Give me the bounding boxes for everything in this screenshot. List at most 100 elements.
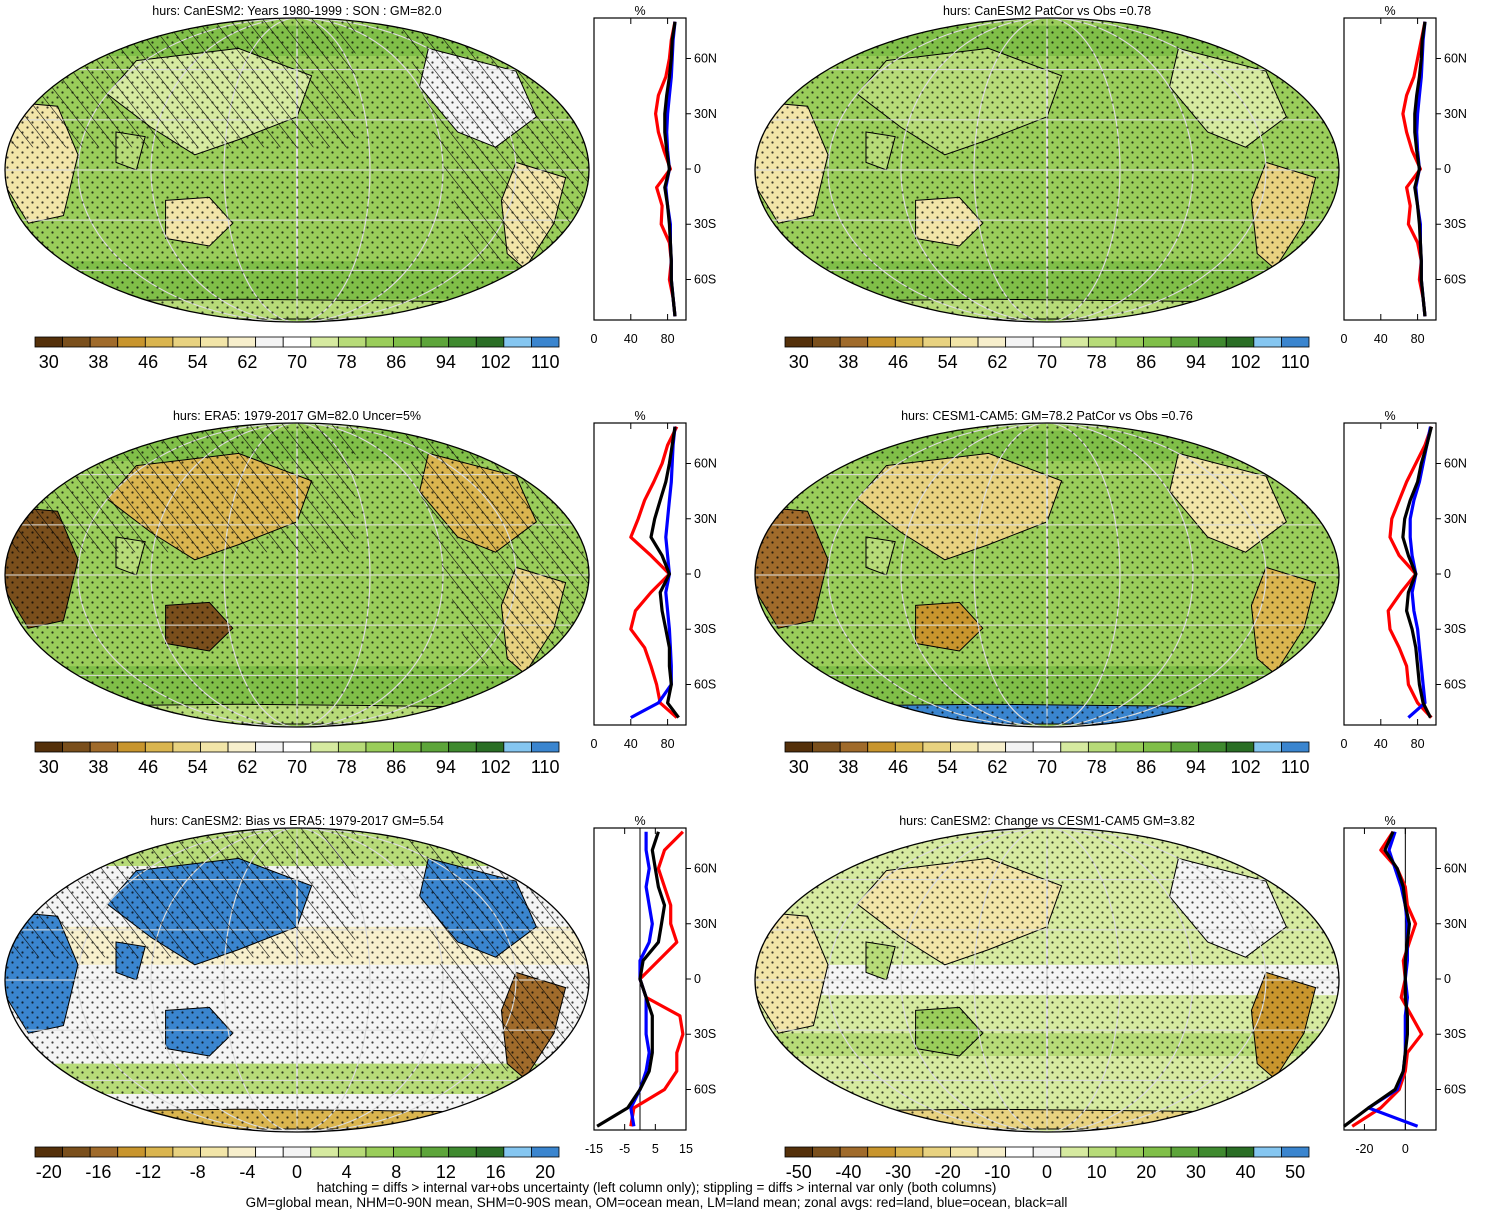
colorbar-swatch: [365, 336, 394, 348]
colorbar-swatch: [227, 741, 257, 753]
colorbar-swatch: [1005, 741, 1034, 753]
lat-label: 30N: [694, 917, 717, 931]
zonal-all-line: [663, 21, 677, 317]
footer: hatching = diffs > internal var+obs unce…: [0, 1180, 1485, 1210]
colorbar-label: 110: [1281, 757, 1310, 777]
zonal-frame: [1343, 827, 1437, 1131]
colorbar-swatch: [282, 336, 312, 348]
lat-label: 60N: [1444, 457, 1467, 471]
colorbar-label: 102: [481, 352, 511, 372]
colorbar-swatch: [117, 741, 146, 753]
zonal-all-line: [649, 426, 680, 719]
colorbar-swatch: [1087, 336, 1117, 348]
x-tick-label: 80: [661, 332, 675, 346]
colorbar-label: 40: [1236, 1162, 1256, 1182]
colorbar-label: 8: [391, 1162, 401, 1182]
colorbar-swatch: [420, 741, 450, 753]
colorbar-swatch: [1225, 336, 1255, 348]
colorbar-swatch: [784, 741, 813, 753]
colorbar-swatch: [1087, 1146, 1117, 1158]
colorbar-swatch: [1115, 336, 1144, 348]
colorbar-swatch: [839, 741, 869, 753]
stippling: [755, 18, 1339, 322]
colorbar-label: -4: [239, 1162, 255, 1182]
colorbar-label: 30: [1186, 1162, 1206, 1182]
x-tick-label: 40: [1374, 737, 1388, 751]
colorbar-swatch: [531, 741, 560, 753]
colorbar-swatch: [950, 336, 979, 348]
colorbar-swatch: [1032, 741, 1062, 753]
x-tick-label: 0: [591, 332, 598, 346]
colorbar-swatch: [1253, 741, 1282, 753]
x-tick-label: 0: [591, 737, 598, 751]
lat-label: 0: [694, 162, 701, 176]
colorbar-swatch: [393, 336, 422, 348]
colorbar-label: 30: [39, 352, 59, 372]
zonal-unit-label: %: [1384, 409, 1395, 423]
lat-label: 30S: [694, 217, 716, 231]
colorbar-swatch: [922, 741, 951, 753]
colorbar-swatch: [1032, 336, 1062, 348]
colorbar-label: -20: [36, 1162, 62, 1182]
colorbar-swatch: [117, 1146, 146, 1158]
colorbar-label: 70: [287, 757, 307, 777]
colorbar-swatch: [393, 1146, 422, 1158]
colorbar-swatch: [922, 1146, 951, 1158]
zonal-unit-label: %: [634, 814, 645, 828]
x-tick-label: 40: [1374, 332, 1388, 346]
colorbar-swatch: [365, 741, 394, 753]
colorbar-label: 12: [436, 1162, 456, 1182]
colorbar-label: 86: [1136, 352, 1156, 372]
lat-label: 30N: [1444, 512, 1467, 526]
colorbar-swatch: [503, 1146, 532, 1158]
colorbar-label: 94: [436, 757, 456, 777]
map-title: hurs: ERA5: 1979-2017 GM=82.0 Uncer=5%: [173, 409, 421, 423]
map-outline: [4, 17, 590, 323]
colorbar-swatch: [310, 741, 339, 753]
colorbar-label: -12: [135, 1162, 161, 1182]
colorbar-label: 54: [938, 757, 958, 777]
colorbar-swatch: [475, 336, 505, 348]
colorbar: 30 38 46 54 62 70 78 86 94 102 110: [34, 741, 560, 777]
colorbar-label: 70: [1037, 352, 1057, 372]
colorbar-label: 46: [888, 757, 908, 777]
colorbar-swatch: [977, 336, 1007, 348]
lat-label: 60N: [694, 52, 717, 66]
panel-3: hurs: ERA5: 1979-2017 GM=82.0 Uncer=5% 30…: [4, 409, 717, 777]
lat-label: 60S: [694, 272, 716, 286]
colorbar-swatch: [812, 741, 841, 753]
colorbar-label: 62: [237, 757, 257, 777]
colorbar-swatch: [922, 336, 951, 348]
colorbar-swatch: [475, 741, 505, 753]
colorbar-label: 78: [1087, 757, 1107, 777]
colorbar-swatch: [1170, 1146, 1200, 1158]
colorbar-swatch: [34, 741, 63, 753]
colorbar-swatch: [34, 336, 63, 348]
colorbar-label: 70: [287, 352, 307, 372]
colorbar-swatch: [62, 741, 91, 753]
zonal-mean-plot: % 60N 30N 0 30S 60S -20 0: [1343, 814, 1467, 1156]
colorbar-swatch: [1143, 336, 1172, 348]
colorbar-label: 110: [1281, 352, 1310, 372]
colorbar-swatch: [62, 336, 91, 348]
colorbar-swatch: [894, 336, 924, 348]
colorbar-label: -8: [190, 1162, 206, 1182]
x-tick-label: 80: [1411, 737, 1425, 751]
colorbar-swatch: [784, 1146, 813, 1158]
colorbar-label: 4: [342, 1162, 352, 1182]
lat-label: 60N: [1444, 862, 1467, 876]
colorbar-label: 46: [888, 352, 908, 372]
colorbar-swatch: [393, 741, 422, 753]
map-field: [5, 423, 589, 727]
x-tick-label: 15: [679, 1142, 693, 1156]
colorbar-swatch: [812, 336, 841, 348]
colorbar-swatch: [172, 741, 201, 753]
zonal-mean-plot: % 60N 30N 0 30S 60S 0 40 80: [1341, 409, 1467, 751]
colorbar-label: -16: [85, 1162, 111, 1182]
colorbar-label: 86: [386, 352, 406, 372]
colorbar-label: 62: [987, 757, 1007, 777]
map-title: hurs: CESM1-CAM5: GM=78.2 PatCor vs Obs …: [901, 409, 1193, 423]
colorbar-swatch: [867, 336, 896, 348]
colorbar-swatch: [503, 741, 532, 753]
